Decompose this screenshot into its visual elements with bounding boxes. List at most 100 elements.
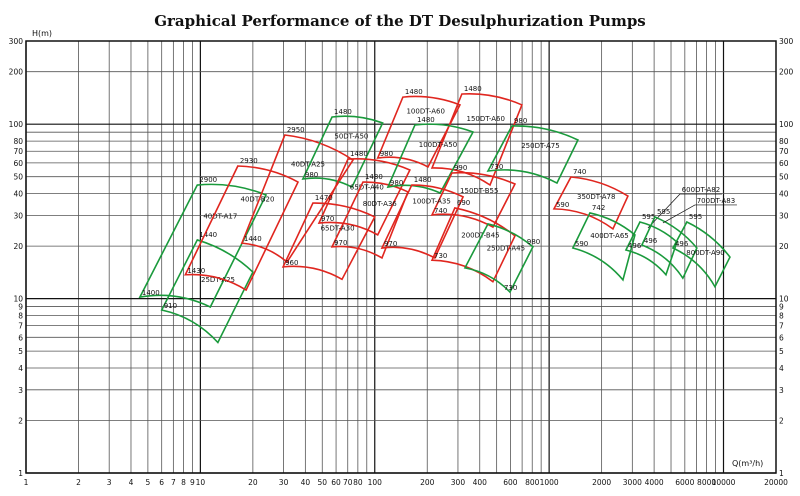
speed-label: 2900 [199,176,217,184]
speed-label: 990 [454,164,467,172]
region-name-label: 800DT-A90 [686,249,724,257]
region-outline [184,165,300,292]
x-tick-label: 1 [24,478,29,487]
y-tick-label-left: 5 [18,347,23,356]
x-tick-label: 60 [331,478,341,487]
y-tick-label-left: 20 [13,242,23,251]
speed-label: 1480 [365,173,383,181]
pump-region-80dt-a36: 80DT-A36 1480 970 [330,173,409,260]
speed-label: 1400 [142,289,160,297]
region-outline [463,223,534,294]
speed-label: 595 [642,213,655,221]
callout-leader-line [662,204,737,224]
y-tick-label-left: 9 [18,303,23,312]
x-tick-label: 4000 [645,478,664,487]
x-tick-label: 5 [145,478,150,487]
y-tick-label-left: 10 [13,295,23,304]
y-tick-label-left: 60 [13,159,23,168]
region-name-label: 100DT-A60 [406,107,444,115]
speed-label: 1480 [334,108,352,116]
region-outline [430,92,523,187]
pump-region-250dt-a75: 250DT-A75 980 730 [486,117,580,185]
x-tick-label: 20000 [764,478,788,487]
region-name-label: 150DT-B55 [460,187,498,195]
pump-region-65dt-a30: 65DT-A30 1470 960 [281,194,376,281]
y-tick-label-right: 9 [779,303,784,312]
callout-leader-line [647,193,722,229]
speed-label: 1480 [464,85,482,93]
y-tick-label-right: 100 [779,120,794,129]
x-tick-label: 100 [368,478,383,487]
speed-label: 496 [675,240,689,248]
x-tick-label: 800 [525,478,540,487]
speed-label: 970 [334,239,347,247]
pump-region-65dt-a40: 65DT-A40 1480 970 [317,150,411,236]
y-tick-label-right: 40 [779,190,789,199]
x-tick-label: 80 [353,478,363,487]
speed-label: 980 [380,150,393,158]
x-tick-label: 8 [181,478,186,487]
region-outline [376,95,462,168]
speed-label: 1480 [417,116,435,124]
axis-ticks: 1 2 3 4 5 6 7 8 9 10 20 30 40 50 60 70 80 100 200 300 400 600… [9,37,794,487]
y-tick-label-right: 50 [779,173,789,182]
region-outline [301,115,384,189]
x-tick-label: 20 [248,478,258,487]
y-tick-label-right: 70 [779,147,789,156]
region-name-label: 25DT-A25 [201,276,235,284]
speed-label: 1480 [414,176,432,184]
x-axis-label: Q(m³/h) [732,459,763,468]
region-name-label: 250DT-A75 [521,142,559,150]
pump-region-700dt-a83: 700DT-A83 595 496 [640,197,737,280]
speed-label: 2930 [240,157,258,165]
region-outline [671,220,731,289]
pump-region-40dt-a25: 40DT-A25 2950 1440 [240,126,355,264]
x-tick-label: 30 [279,478,289,487]
region-name-label: 65DT-A40 [350,183,384,191]
speed-label: 1470 [315,194,333,202]
y-tick-label-right: 80 [779,137,789,146]
speed-label: 740 [573,168,586,176]
speed-label: 496 [644,237,658,245]
x-tick-label: 200 [420,478,435,487]
x-tick-label: 300 [451,478,466,487]
speed-label: 980 [527,238,540,246]
y-tick-label-right: 3 [779,386,784,395]
x-tick-label: 40 [301,478,311,487]
y-tick-label-right: 8 [779,312,784,321]
x-tick-label: 50 [317,478,327,487]
y-tick-label-right: 5 [779,347,784,356]
speed-label: 590 [575,240,588,248]
x-tick-label: 600 [503,478,518,487]
x-tick-label: 6000 [675,478,694,487]
y-tick-label-right: 20 [779,242,789,251]
plot-frame [25,40,777,474]
pump-region-100dt-a35: 100DT-A35 1480 970 [380,176,465,260]
y-tick-label-left: 8 [18,312,23,321]
y-tick-label-right: 10 [779,295,789,304]
speed-label: 2950 [287,126,305,134]
speed-label: 910 [164,302,177,310]
y-tick-label-left: 200 [9,68,24,77]
pump-region-600dt-a82: 600DT-A82 595 496 [624,186,722,277]
speed-label: 730 [490,163,503,171]
speed-label: 960 [285,259,298,267]
speed-label: 970 [321,215,334,223]
region-outline [486,125,580,185]
region-outline [571,211,636,282]
y-tick-label-left: 80 [13,137,23,146]
y-tick-label-right: 30 [779,211,789,220]
region-outline [138,183,268,309]
y-axis-label: H(m) [32,29,52,38]
y-tick-label-right: 6 [779,333,784,342]
pump-region-40dt-a17: 40DT-A17 2900 1400 [138,176,268,309]
pump-region-800dt-a90: 800DT-A90 595 496 [671,213,731,289]
region-outline [317,158,411,236]
region-name-label: 600DT-A82 [682,186,720,194]
x-tick-label: 10000 [712,478,736,487]
region-name-label: 50DT-A50 [334,133,368,141]
grid [25,40,777,474]
pump-regions: 40DT-A17 2900 1400 25DT-A25 1440 910 40DT-B20 2… [138,85,737,344]
y-tick-label-right: 1 [779,469,784,478]
